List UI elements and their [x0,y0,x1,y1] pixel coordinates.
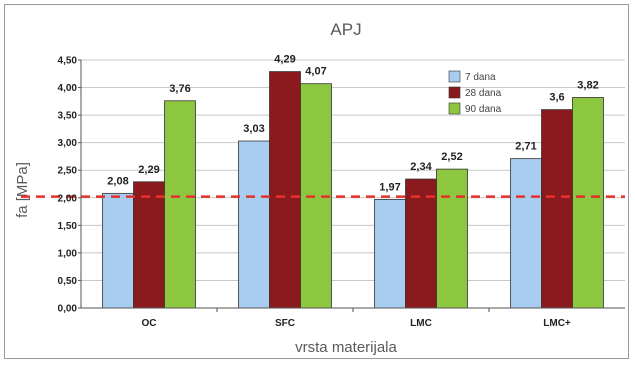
legend-swatch [448,70,461,83]
y-tick-label: 1,00 [58,248,78,259]
y-axis-label: fa [MPa] [14,162,31,218]
axes: 0,00 0,50 1,00 1,50 2,00 2,50 3,00 3,50 4,00 4,50… [58,56,625,329]
bar-chart: APJ fa [MPa] vrsta materijala 2,08 2,29 3,… [14,20,625,356]
bar [133,181,165,309]
x-tick-label: LMC [410,318,432,329]
data-label: 3,03 [243,123,264,135]
bar [374,199,406,309]
data-label: 3,6 [549,92,564,104]
x-tick-label: SFC [275,318,295,329]
chart-title: APJ [330,20,361,39]
data-label: 2,29 [138,164,159,176]
data-label: 3,82 [577,79,598,91]
bar [102,192,134,309]
bar [541,109,573,309]
x-axis-label: vrsta materijala [295,339,397,356]
bar [436,168,468,309]
y-tick-label: 0,00 [58,304,78,315]
bar [238,140,270,309]
data-label: 2,52 [441,151,462,163]
y-tick-label: 1,50 [58,221,78,232]
x-tick-label: OC [142,318,157,329]
y-tick-label: 2,00 [58,193,78,204]
bar [510,158,542,309]
legend-label: 28 dana [465,88,502,99]
data-label: 3,76 [169,83,190,95]
bar [405,178,437,309]
y-tick-label: 3,50 [58,111,78,122]
legend-swatch [448,102,461,115]
bars: 2,08 2,29 3,76 3,03 4,29 4,07 1,97 2,34 2,52 2,71… [102,54,604,309]
data-label: 4,07 [305,66,326,78]
bar [572,97,604,309]
y-tick-label: 4,50 [58,56,78,67]
y-tick-label: 3,00 [58,138,78,149]
chart-frame: APJ fa [MPa] vrsta materijala 2,08 2,29 3,… [4,4,629,359]
data-label: 1,97 [379,181,400,193]
bar [164,100,196,309]
y-tick-label: 0,50 [58,276,78,287]
y-tick-label: 4,00 [58,83,78,94]
data-label: 2,34 [410,161,432,173]
y-tick-label: 2,50 [58,166,78,177]
legend-swatch [448,86,461,99]
legend-label: 7 dana [465,72,496,83]
x-tick-label: LMC+ [543,318,571,329]
data-label: 4,29 [274,54,295,66]
legend: 7 dana 28 dana 90 dana [448,70,502,115]
data-label: 2,71 [515,141,536,153]
data-label: 2,08 [107,175,128,187]
legend-label: 90 dana [465,104,502,115]
bar [269,71,301,309]
